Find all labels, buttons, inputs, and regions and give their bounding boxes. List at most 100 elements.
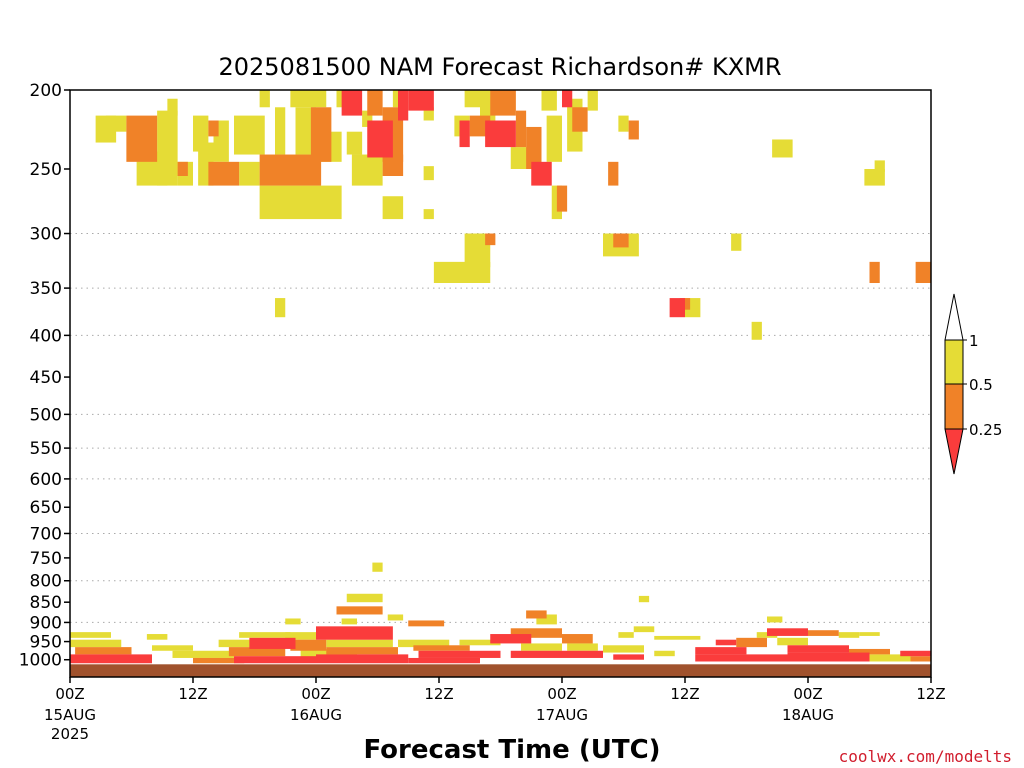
ri-cell-13 [234, 115, 265, 155]
ri-cell-15 [259, 90, 270, 108]
ri-cell-29 [367, 120, 393, 158]
ri-cell-94 [316, 626, 393, 640]
ri-cell-118 [618, 632, 634, 638]
ri-cell-99 [346, 593, 383, 603]
x-tick-date-2: 16AUG [290, 706, 342, 724]
ri-cell-59 [628, 120, 639, 140]
legend-label-2: 0.25 [969, 421, 1002, 439]
legend-bottom-arrow [944, 428, 964, 475]
ri-cell-102 [387, 614, 404, 621]
ri-cell-138 [849, 648, 890, 655]
ri-cell-24 [341, 90, 363, 116]
legend-label-1: 0.5 [969, 376, 993, 394]
x-tick-date-6: 18AUG [782, 706, 834, 724]
ri-cell-117 [603, 645, 644, 653]
ri-cell-77 [70, 632, 111, 638]
ri-cell-122 [685, 635, 701, 640]
y-tick-label-450: 450 [30, 368, 62, 388]
y-tick-label-550: 550 [30, 439, 62, 459]
x-tick-label-5: 12Z [670, 685, 699, 703]
ri-cell-6 [177, 161, 188, 177]
ri-cell-133 [787, 645, 849, 653]
ri-cell-81 [146, 634, 168, 640]
ri-cell-131 [767, 616, 783, 623]
ri-cell-14 [239, 161, 260, 186]
x-tick-label-4: 00Z [547, 685, 576, 703]
legend-swatch-yellow [944, 339, 964, 385]
ri-cell-128 [736, 637, 767, 648]
ri-cell-137 [859, 632, 880, 636]
ri-cell-136 [838, 632, 860, 638]
ri-cell-73 [864, 168, 885, 186]
ri-cell-21 [310, 107, 332, 162]
ri-cell-74 [874, 160, 885, 172]
ri-cell-108 [459, 639, 501, 646]
ri-cell-139 [869, 654, 911, 662]
ri-cell-103 [408, 620, 445, 627]
ri-cell-7 [167, 98, 178, 116]
y-tick-label-700: 700 [30, 524, 62, 544]
ri-cell-62 [485, 233, 496, 246]
x-tick-label-2: 00Z [301, 685, 330, 703]
ri-cell-76 [915, 261, 931, 284]
ri-cell-11 [208, 161, 240, 186]
ri-cell-115 [562, 634, 593, 644]
x-tick-label-7: 12Z [916, 685, 945, 703]
ri-cell-47 [526, 126, 542, 169]
ri-cell-97 [316, 654, 409, 664]
ri-cell-126 [695, 654, 788, 662]
heatmap-cells [70, 90, 931, 664]
ri-cell-107 [408, 657, 480, 664]
ri-cell-105 [413, 645, 470, 651]
ri-cell-141 [910, 656, 931, 662]
ri-cell-109 [490, 634, 532, 644]
ri-cell-79 [75, 647, 132, 655]
ri-cell-120 [638, 595, 650, 603]
ri-cell-113 [526, 610, 547, 619]
ground-bar [70, 664, 931, 677]
ri-cell-90 [285, 632, 316, 640]
ri-cell-101 [341, 618, 357, 625]
ri-cell-134 [787, 652, 870, 662]
ri-cell-100 [372, 562, 383, 572]
y-tick-label-300: 300 [30, 225, 62, 245]
ri-cell-110 [510, 628, 562, 638]
ri-cell-26 [351, 154, 383, 186]
y-tick-label-950: 950 [30, 633, 62, 653]
ri-cell-112 [510, 650, 603, 658]
ri-cell-28 [367, 90, 383, 116]
ri-cell-98 [336, 606, 383, 615]
ri-cell-43 [490, 90, 516, 116]
ri-cell-130 [767, 628, 808, 636]
ri-cell-119 [633, 626, 655, 633]
ri-cell-57 [608, 161, 619, 186]
y-tick-label-350: 350 [30, 279, 62, 299]
ri-cell-71 [751, 321, 762, 340]
ri-cell-127 [715, 639, 737, 646]
ri-cell-87 [234, 656, 316, 664]
ri-cell-39 [459, 120, 470, 148]
ri-cell-33 [398, 90, 409, 121]
ri-cell-35 [423, 107, 434, 121]
ri-cell-52 [556, 185, 568, 212]
y-tick-label-800: 800 [30, 572, 62, 592]
ri-cell-56 [587, 90, 598, 111]
ri-cell-116 [567, 643, 598, 651]
ri-cell-72 [772, 139, 793, 158]
ri-cell-75 [869, 261, 880, 284]
ri-cell-18 [275, 107, 286, 155]
ri-cell-111 [521, 643, 562, 651]
ri-cell-82 [152, 645, 193, 651]
y-tick-label-500: 500 [30, 405, 62, 425]
legend-label-0: 1 [969, 332, 979, 350]
ri-cell-55 [572, 107, 588, 132]
y-axis-ticks: 200 250 300 350 400 450 500 550 600 650 700 750 8008… [19, 81, 70, 671]
ri-cell-67 [669, 298, 685, 318]
ri-cell-10 [208, 120, 219, 137]
ri-cell-88 [239, 632, 291, 638]
ri-cell-135 [808, 630, 839, 636]
ri-cell-104 [398, 639, 450, 648]
ri-cell-80 [70, 654, 152, 664]
y-tick-label-750: 750 [30, 549, 62, 569]
ri-cell-4 [157, 110, 178, 186]
